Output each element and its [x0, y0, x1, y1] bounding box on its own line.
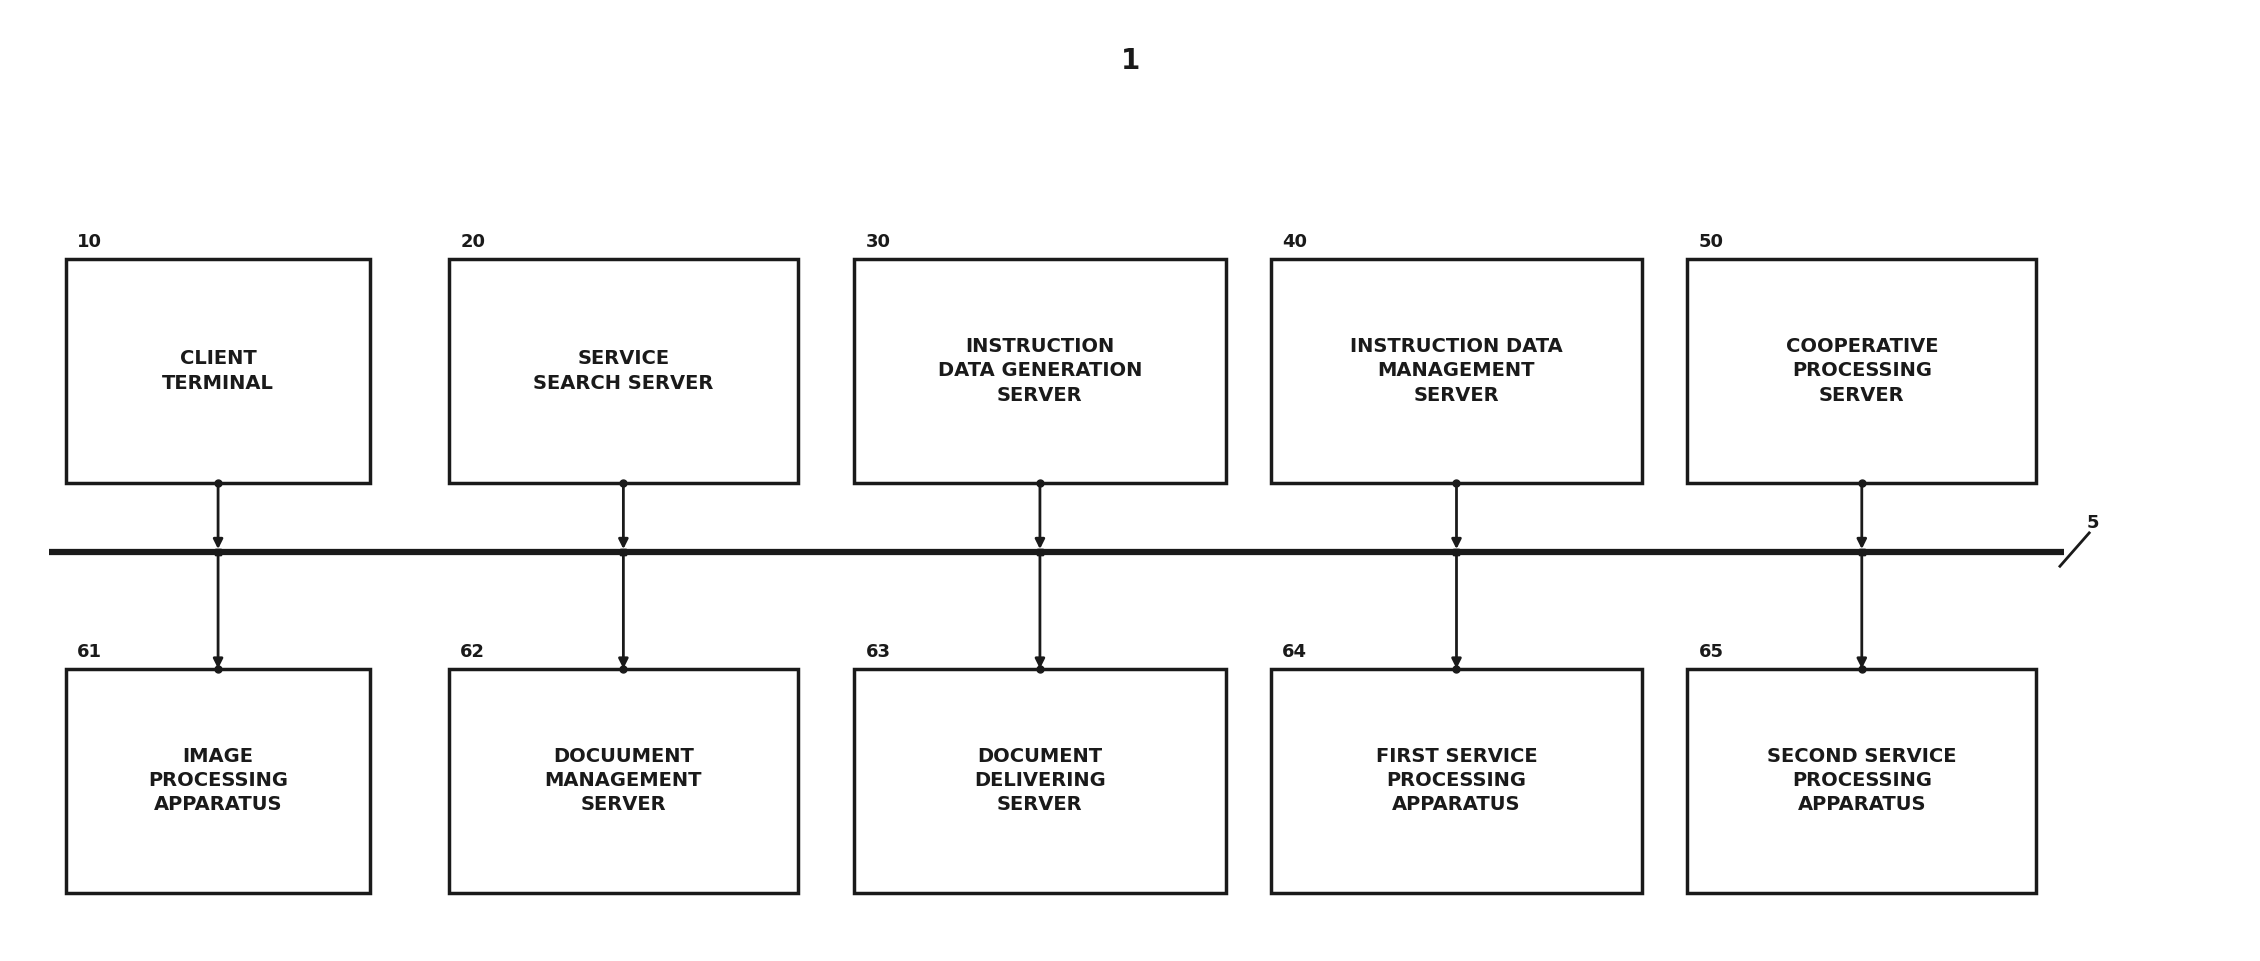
Bar: [1688, 669, 2036, 893]
Text: INSTRUCTION
DATA GENERATION
SERVER: INSTRUCTION DATA GENERATION SERVER: [938, 337, 1141, 405]
Text: 50: 50: [1700, 234, 1724, 252]
Bar: [66, 259, 371, 482]
Bar: [1270, 669, 1643, 893]
Text: 63: 63: [866, 643, 890, 661]
Text: 61: 61: [77, 643, 102, 661]
Bar: [1270, 259, 1643, 482]
Bar: [450, 259, 798, 482]
Text: 20: 20: [461, 234, 486, 252]
Text: DOCUMENT
DELIVERING
SERVER: DOCUMENT DELIVERING SERVER: [974, 747, 1105, 814]
Text: 5: 5: [2086, 514, 2100, 532]
Text: IMAGE
PROCESSING
APPARATUS: IMAGE PROCESSING APPARATUS: [149, 747, 287, 814]
Bar: [1688, 259, 2036, 482]
Bar: [66, 669, 371, 893]
Text: 65: 65: [1700, 643, 1724, 661]
Text: 62: 62: [461, 643, 486, 661]
Text: 40: 40: [1281, 234, 1306, 252]
Text: FIRST SERVICE
PROCESSING
APPARATUS: FIRST SERVICE PROCESSING APPARATUS: [1376, 747, 1537, 814]
Text: 10: 10: [77, 234, 102, 252]
Text: 64: 64: [1281, 643, 1306, 661]
Text: INSTRUCTION DATA
MANAGEMENT
SERVER: INSTRUCTION DATA MANAGEMENT SERVER: [1349, 337, 1564, 405]
Text: COOPERATIVE
PROCESSING
SERVER: COOPERATIVE PROCESSING SERVER: [1785, 337, 1939, 405]
Text: CLIENT
TERMINAL: CLIENT TERMINAL: [163, 349, 273, 392]
Text: DOCUUMENT
MANAGEMENT
SERVER: DOCUUMENT MANAGEMENT SERVER: [545, 747, 703, 814]
Bar: [854, 669, 1225, 893]
Text: 30: 30: [866, 234, 890, 252]
Bar: [854, 259, 1225, 482]
Text: SERVICE
SEARCH SERVER: SERVICE SEARCH SERVER: [533, 349, 714, 392]
Text: SECOND SERVICE
PROCESSING
APPARATUS: SECOND SERVICE PROCESSING APPARATUS: [1767, 747, 1957, 814]
Text: 1: 1: [1121, 47, 1139, 75]
Bar: [450, 669, 798, 893]
